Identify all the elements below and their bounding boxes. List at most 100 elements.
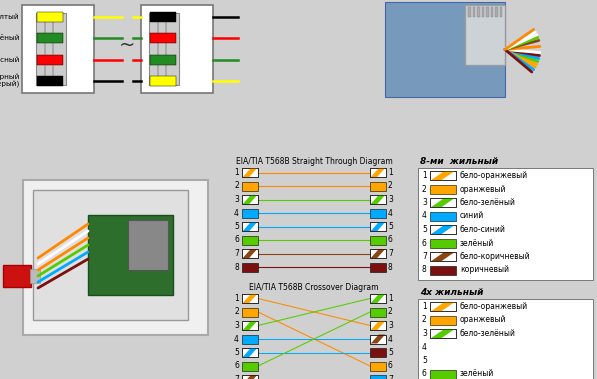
Bar [149, 13, 179, 85]
Bar [430, 238, 456, 247]
Text: 3: 3 [422, 329, 427, 338]
Bar [370, 168, 386, 177]
Bar [150, 12, 176, 22]
Text: 6: 6 [234, 362, 239, 371]
Text: бело-синий: бело-синий [460, 225, 506, 234]
Bar [150, 76, 176, 86]
Polygon shape [243, 195, 257, 204]
Text: зелёный: зелёный [460, 238, 494, 247]
Text: EIA/TIA T568B Straight Through Diagram: EIA/TIA T568B Straight Through Diagram [236, 157, 392, 166]
Bar [370, 307, 386, 316]
Text: Черный
(серый): Черный (серый) [0, 74, 20, 88]
Bar [44, 13, 45, 85]
Bar [242, 294, 258, 303]
Text: 4: 4 [422, 211, 427, 221]
Text: 4: 4 [388, 208, 393, 218]
Bar [430, 198, 456, 207]
Bar [128, 220, 168, 270]
Text: 6: 6 [234, 235, 239, 244]
Bar [242, 249, 258, 258]
Text: бело-коричневый: бело-коричневый [460, 252, 531, 261]
Bar [242, 375, 258, 379]
Text: 4: 4 [422, 343, 427, 351]
Polygon shape [431, 329, 455, 338]
Bar [22, 5, 94, 93]
Bar [88, 215, 173, 295]
Bar [3, 265, 31, 287]
Text: зелёный: зелёный [460, 370, 494, 379]
Bar [242, 222, 258, 231]
Bar [370, 321, 386, 330]
Text: 7: 7 [422, 252, 427, 261]
Text: 2: 2 [422, 185, 427, 194]
Text: 2: 2 [422, 315, 427, 324]
Polygon shape [243, 321, 257, 330]
Bar [242, 208, 258, 218]
Text: Зелёный: Зелёный [0, 35, 20, 41]
Text: 4: 4 [388, 335, 393, 343]
Bar [430, 315, 456, 324]
Text: 5: 5 [388, 222, 393, 231]
Bar [430, 225, 456, 234]
Polygon shape [371, 335, 385, 343]
Bar [430, 302, 456, 311]
Polygon shape [243, 249, 257, 258]
Bar [430, 171, 456, 180]
Bar [500, 7, 502, 17]
Text: 5: 5 [422, 356, 427, 365]
Text: синий: синий [460, 211, 484, 221]
Bar [465, 5, 505, 65]
Bar [242, 249, 258, 258]
Text: 1: 1 [388, 168, 393, 177]
Polygon shape [243, 375, 257, 379]
Bar [150, 55, 176, 65]
Bar [370, 375, 386, 379]
Bar [37, 55, 63, 65]
Polygon shape [431, 171, 455, 180]
Polygon shape [243, 348, 257, 357]
Bar [242, 182, 258, 191]
Text: 5: 5 [422, 225, 427, 234]
Bar [242, 294, 258, 303]
Polygon shape [371, 195, 385, 204]
Bar [157, 13, 158, 85]
Bar [242, 348, 258, 357]
Bar [23, 180, 208, 335]
Bar [430, 252, 456, 261]
Bar [370, 362, 386, 371]
Bar [242, 168, 258, 177]
Bar [370, 294, 386, 303]
Bar [385, 2, 505, 97]
Text: 6: 6 [388, 362, 393, 371]
Text: 1: 1 [422, 171, 427, 180]
Text: 4: 4 [234, 335, 239, 343]
Bar [430, 211, 456, 221]
Text: 4х жильный: 4х жильный [420, 288, 484, 297]
Bar [242, 235, 258, 244]
Text: 7: 7 [388, 249, 393, 258]
Bar [370, 182, 386, 191]
Text: 2: 2 [234, 182, 239, 191]
Polygon shape [243, 294, 257, 303]
Text: 1: 1 [422, 302, 427, 311]
Bar [370, 249, 386, 258]
Polygon shape [243, 222, 257, 231]
Bar [242, 335, 258, 343]
Bar [141, 5, 213, 93]
Bar [370, 208, 386, 218]
Bar [430, 252, 456, 261]
Bar [370, 168, 386, 177]
Text: 3: 3 [234, 195, 239, 204]
Text: коричневый: коричневый [460, 266, 509, 274]
Bar [370, 235, 386, 244]
Text: оранжевый: оранжевый [460, 185, 506, 194]
Bar [430, 171, 456, 180]
Text: 5: 5 [388, 348, 393, 357]
Bar [165, 13, 167, 85]
Text: 1: 1 [234, 294, 239, 303]
Bar [242, 362, 258, 371]
Bar [242, 348, 258, 357]
Text: 3: 3 [234, 321, 239, 330]
Polygon shape [371, 249, 385, 258]
Bar [150, 33, 176, 43]
